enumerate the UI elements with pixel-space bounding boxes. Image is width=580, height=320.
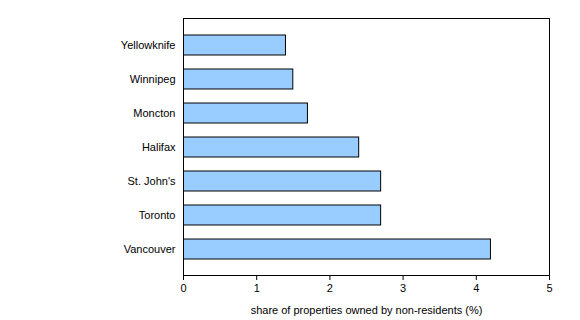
- svg-text:3: 3: [400, 282, 406, 294]
- svg-text:Toronto: Toronto: [139, 209, 176, 221]
- svg-text:Moncton: Moncton: [133, 107, 175, 119]
- svg-text:4: 4: [473, 282, 479, 294]
- svg-text:share of properties owned by n: share of properties owned by non-residen…: [251, 304, 483, 316]
- svg-text:Vancouver: Vancouver: [124, 243, 176, 255]
- svg-text:Yellowknife: Yellowknife: [121, 39, 176, 51]
- svg-text:2: 2: [327, 282, 333, 294]
- svg-text:Halifax: Halifax: [142, 141, 176, 153]
- svg-text:1: 1: [254, 282, 260, 294]
- svg-text:0: 0: [180, 282, 186, 294]
- svg-text:5: 5: [546, 282, 552, 294]
- svg-text:St. John's: St. John's: [128, 175, 176, 187]
- svg-text:Winnipeg: Winnipeg: [130, 73, 176, 85]
